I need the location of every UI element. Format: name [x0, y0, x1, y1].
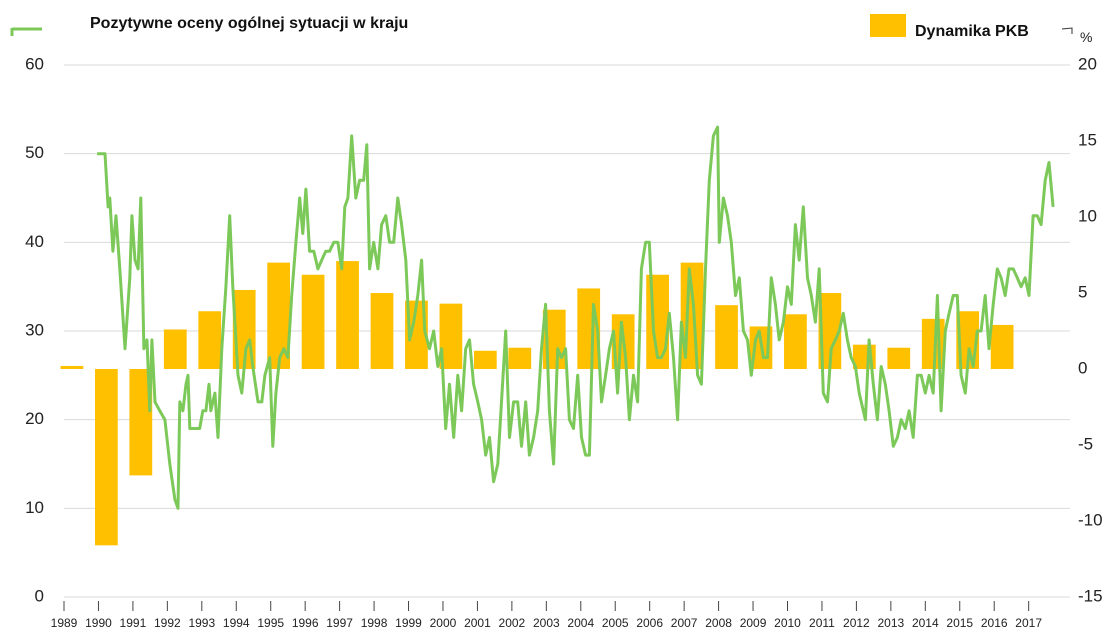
- legend-bar-swatch: [870, 14, 906, 37]
- bar: [129, 369, 153, 476]
- x-tick-label: 1997: [326, 616, 353, 630]
- x-tick-label: 2002: [499, 616, 526, 630]
- y2-tick-label: 15: [1078, 130, 1097, 149]
- x-tick-label: 1990: [85, 616, 112, 630]
- bar: [301, 274, 325, 369]
- x-tick-label: 1991: [120, 616, 147, 630]
- y-tick-label: 50: [25, 143, 44, 162]
- y-tick-label: 30: [25, 320, 44, 339]
- y2-axis-label: %: [1080, 29, 1093, 45]
- x-tick-label: 1996: [292, 616, 319, 630]
- x-tick-label: 1995: [257, 616, 284, 630]
- x-tick-label: 2000: [430, 616, 457, 630]
- bar: [370, 293, 394, 369]
- y2-tick-label: 20: [1078, 54, 1097, 73]
- y2-tick-label: 0: [1078, 358, 1087, 377]
- y-tick-label: 40: [25, 232, 44, 251]
- bar: [715, 305, 738, 369]
- x-tick-label: 2017: [1015, 616, 1042, 630]
- bar: [60, 365, 84, 369]
- y-tick-label: 60: [25, 54, 44, 73]
- x-tick-label: 2014: [912, 616, 939, 630]
- x-tick-label: 1989: [51, 616, 78, 630]
- x-tick-label: 1993: [188, 616, 215, 630]
- legend-axis-hint: [1061, 27, 1073, 34]
- x-tick-label: 2008: [705, 616, 732, 630]
- bar: [784, 314, 807, 369]
- bar: [405, 300, 428, 369]
- x-tick-label: 2001: [464, 616, 491, 630]
- y2-tick-label: -15: [1078, 586, 1103, 605]
- legend-label: Dynamika PKB: [915, 23, 1029, 40]
- x-tick-label: 2013: [877, 616, 904, 630]
- bar: [95, 369, 118, 546]
- x-tick-label: 2010: [774, 616, 801, 630]
- y-tick-label: 10: [25, 498, 44, 517]
- bar: [887, 347, 911, 369]
- bar: [163, 329, 187, 369]
- bar: [473, 350, 497, 369]
- x-tick-label: 2009: [740, 616, 767, 630]
- x-tick-label: 2005: [602, 616, 629, 630]
- x-tick-label: 2006: [636, 616, 663, 630]
- y-tick-label: 0: [35, 586, 44, 605]
- line-series: [97, 125, 1055, 510]
- x-tick-label: 1998: [361, 616, 388, 630]
- bar: [818, 293, 842, 369]
- x-tick-label: 1999: [395, 616, 422, 630]
- x-tick-label: 2016: [981, 616, 1008, 630]
- y-tick-label: 20: [25, 409, 44, 428]
- y2-tick-label: 5: [1078, 282, 1087, 301]
- x-tick-label: 2012: [843, 616, 870, 630]
- x-tick-label: 1992: [154, 616, 181, 630]
- bar: [439, 303, 463, 369]
- bar: [198, 311, 222, 369]
- bar: [990, 324, 1014, 369]
- x-tick-label: 2015: [946, 616, 973, 630]
- bar: [267, 262, 291, 369]
- x-tick-label: 2011: [809, 616, 835, 630]
- bar: [508, 347, 532, 369]
- x-tick-label: 2004: [567, 616, 594, 630]
- legend-label: Pozytywne oceny ogólnej sytuacji w kraju: [90, 15, 409, 32]
- bar: [336, 261, 359, 369]
- x-tick-label: 2003: [533, 616, 560, 630]
- x-tick-label: 2007: [671, 616, 698, 630]
- y2-tick-label: -5: [1078, 434, 1093, 453]
- y2-tick-label: -10: [1078, 510, 1103, 529]
- x-tick-label: 1994: [223, 616, 250, 630]
- y2-tick-label: 10: [1078, 206, 1097, 225]
